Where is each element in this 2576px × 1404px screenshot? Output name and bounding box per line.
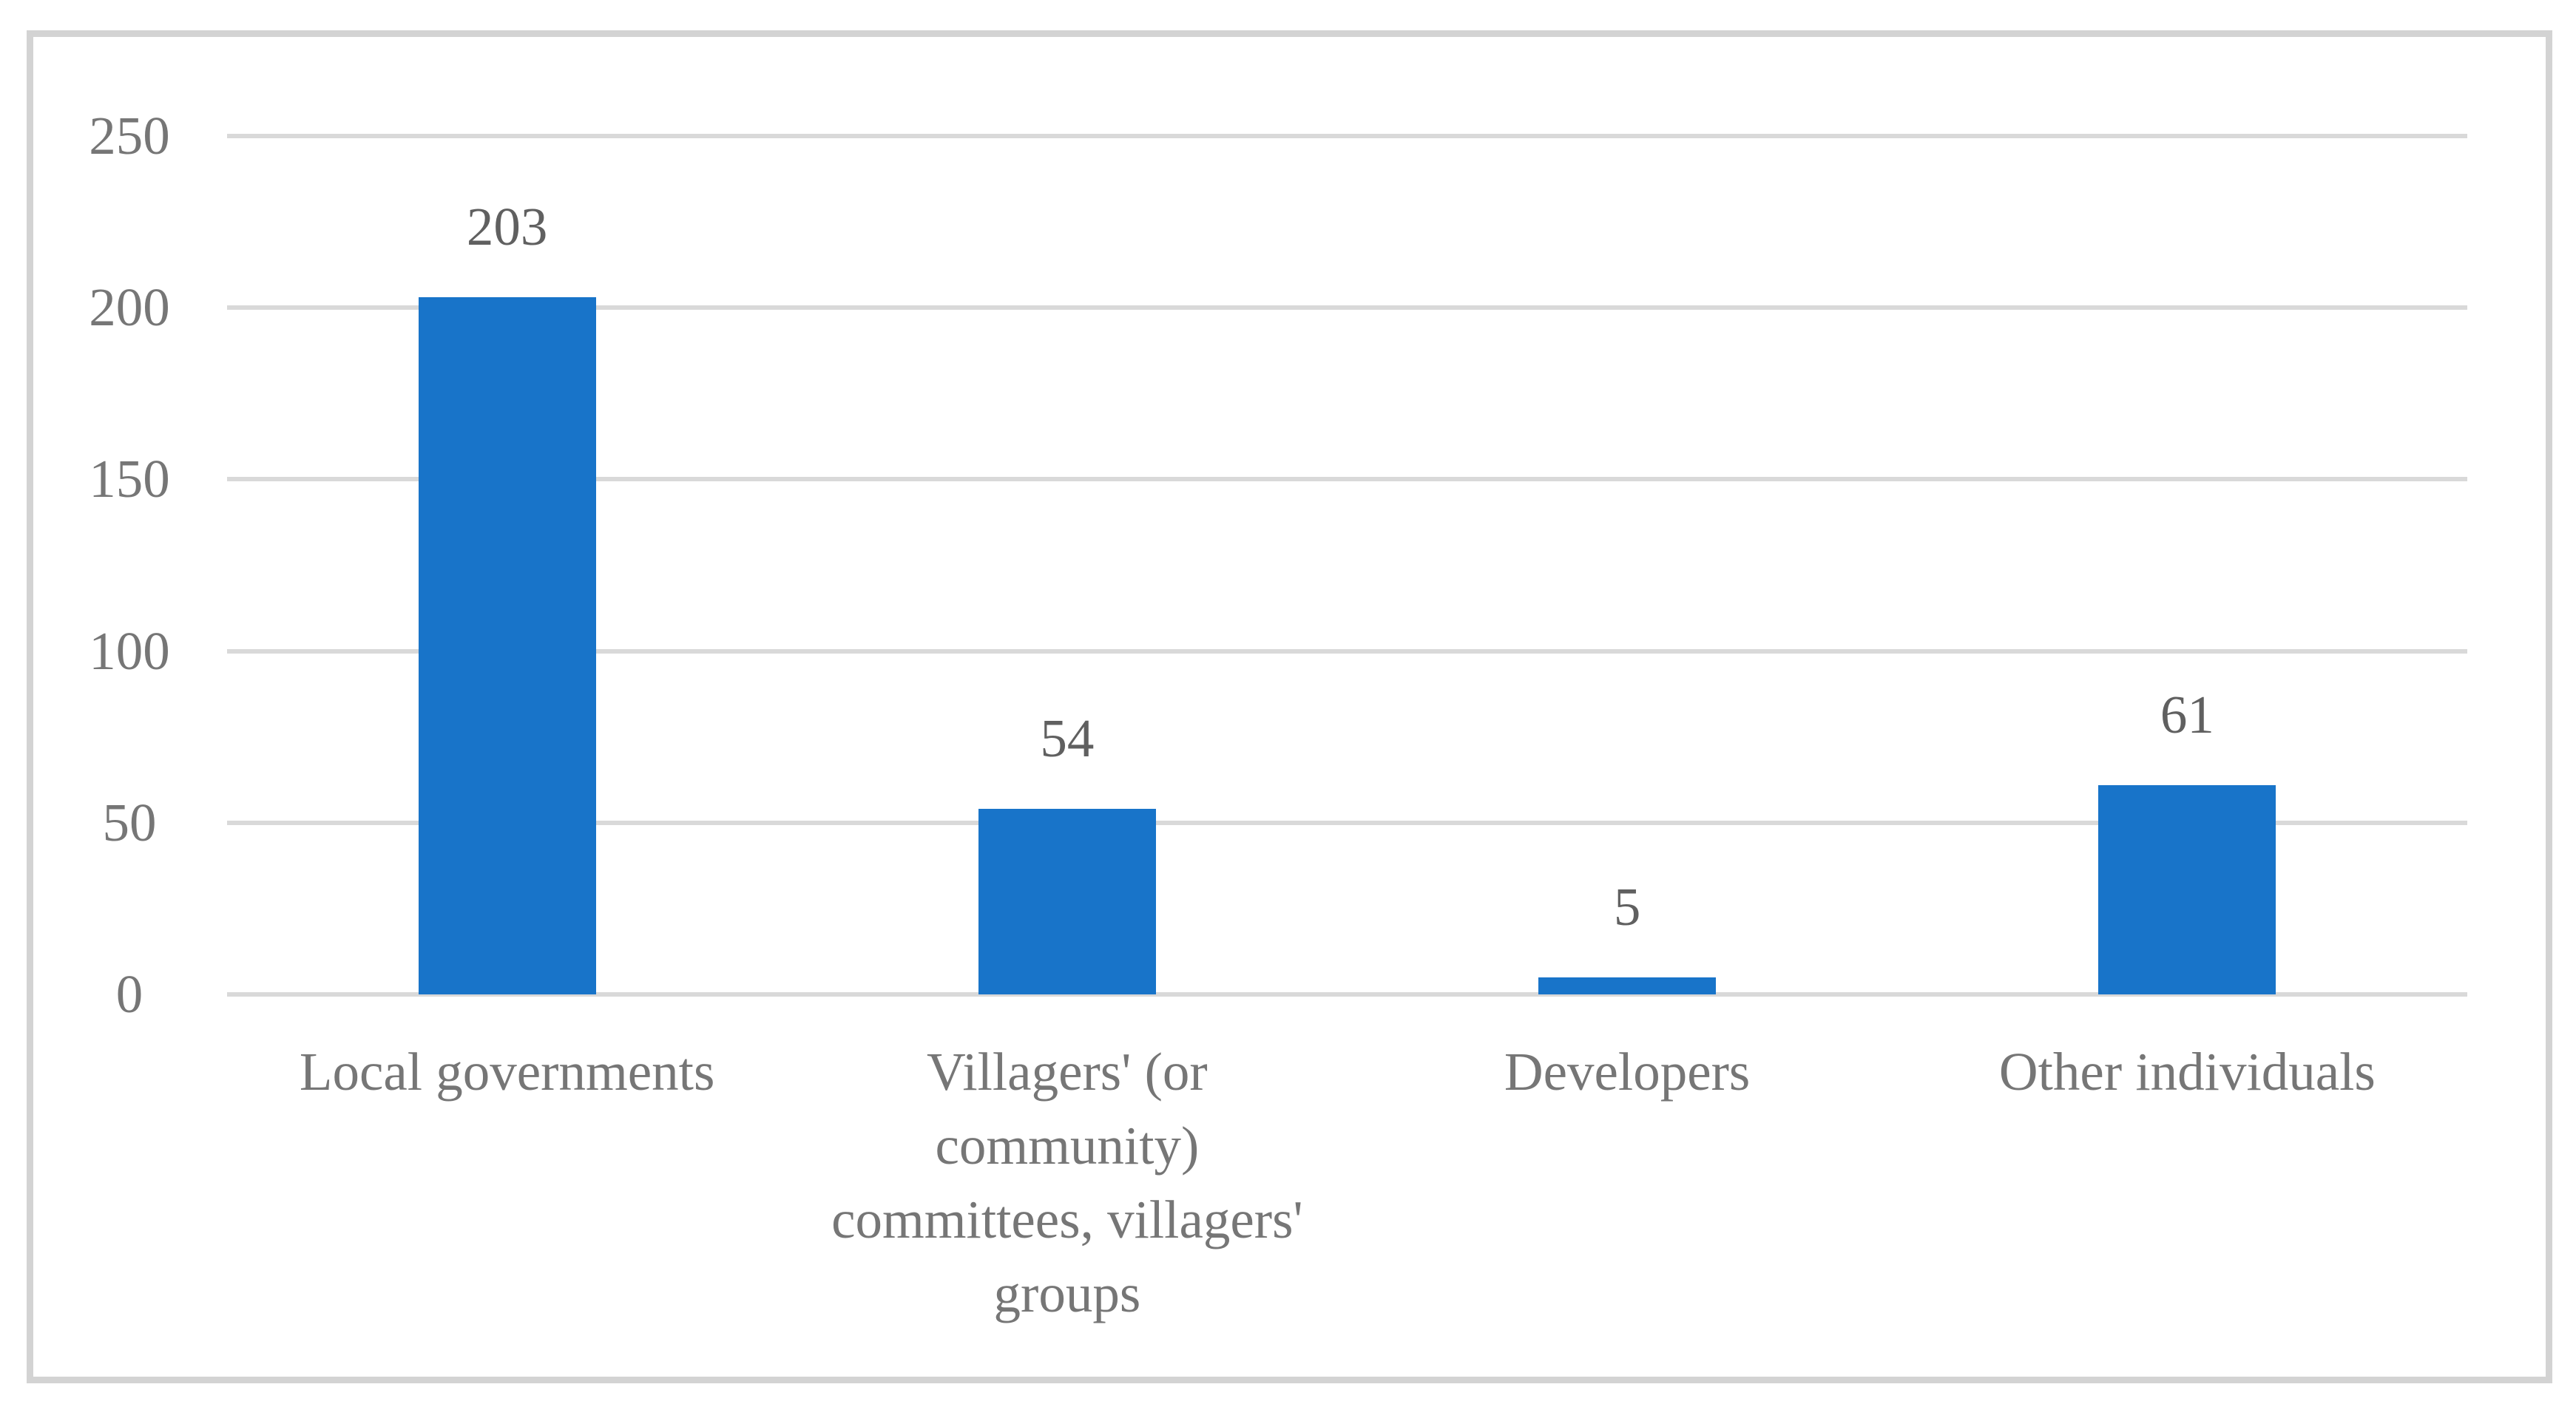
bar-3 [2098, 784, 2276, 994]
gridline-0 [227, 992, 2467, 997]
bar-value-label-2: 5 [1613, 876, 1641, 937]
category-label-3: Other individuals [1998, 1042, 2376, 1102]
gridline-200 [227, 305, 2467, 311]
category-label-0: Local governments [299, 1042, 715, 1102]
gridline-50 [227, 820, 2467, 825]
y-tick-label-50: 50 [102, 792, 157, 852]
y-tick-label-200: 200 [89, 277, 170, 338]
gridline-150 [227, 477, 2467, 482]
bar-1 [978, 809, 1156, 994]
gridline-250 [227, 133, 2467, 138]
category-label-2: Developers [1504, 1042, 1751, 1102]
bar-value-label-1: 54 [1040, 708, 1095, 769]
bar-value-label-3: 61 [2160, 684, 2214, 745]
y-tick-label-0: 0 [115, 964, 143, 1024]
y-tick-label-250: 250 [89, 105, 170, 166]
y-tick-label-150: 150 [89, 449, 170, 509]
y-tick-label-100: 100 [89, 620, 170, 681]
bar-value-label-0: 203 [466, 197, 548, 257]
gridline-100 [227, 648, 2467, 654]
bar-2 [1538, 977, 1717, 994]
category-label-1: Villagers' (or community) committees, vi… [831, 1042, 1303, 1323]
bar-0 [418, 297, 596, 994]
